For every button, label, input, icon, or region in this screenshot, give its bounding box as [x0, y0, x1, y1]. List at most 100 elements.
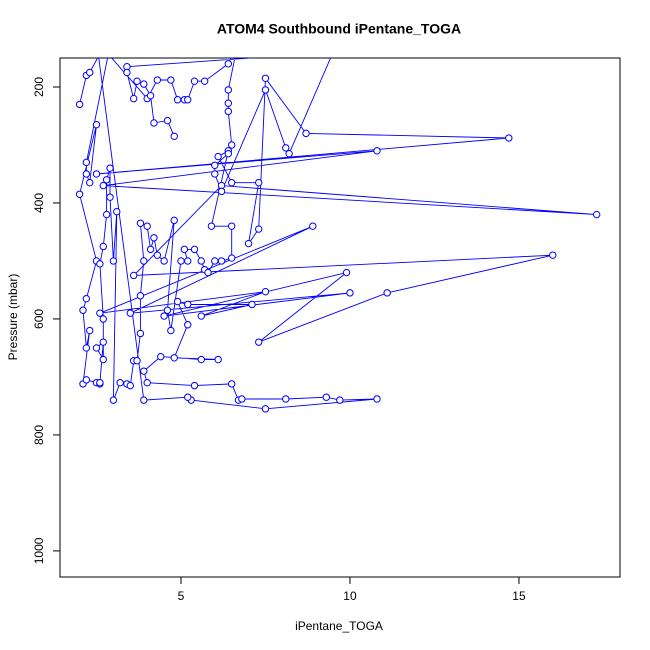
- data-point: [224, 107, 233, 116]
- data-point: [113, 207, 121, 216]
- data-point: [190, 77, 199, 85]
- data-point: [224, 86, 233, 94]
- data-point: [133, 357, 141, 365]
- data-point: [261, 405, 270, 413]
- data-point: [102, 176, 111, 184]
- data-point: [79, 306, 87, 314]
- data-point: [190, 245, 199, 254]
- x-tick-label: 15: [512, 589, 526, 603]
- data-point: [109, 257, 118, 265]
- y-axis-label: Pressure (mbar): [6, 274, 20, 361]
- data-point: [342, 268, 351, 277]
- data-point: [227, 178, 236, 187]
- data-point: [92, 120, 101, 129]
- data-point: [140, 257, 148, 265]
- data-point: [255, 338, 263, 346]
- y-tick-label: 1000: [32, 537, 46, 564]
- data-point: [505, 134, 513, 142]
- data-point: [92, 170, 101, 178]
- data-point: [106, 193, 114, 201]
- data-point: [163, 306, 172, 314]
- data-point: [140, 367, 148, 375]
- data-point: [123, 68, 131, 77]
- data-point: [197, 257, 205, 265]
- x-tick-label: 10: [343, 589, 357, 603]
- data-point: [184, 321, 192, 329]
- data-point: [184, 257, 192, 265]
- data-point: [244, 239, 253, 248]
- data-point: [140, 80, 148, 88]
- data-point: [336, 396, 344, 404]
- data-point: [126, 309, 134, 317]
- data-point: [224, 99, 233, 107]
- data-point: [373, 395, 381, 403]
- data-point: [592, 210, 601, 219]
- data-point: [217, 257, 226, 265]
- data-point: [282, 144, 290, 152]
- data-point: [204, 268, 212, 277]
- plot-frame: [59, 57, 621, 578]
- data-point: [82, 344, 91, 352]
- data-point: [86, 178, 94, 187]
- data-point: [261, 74, 270, 82]
- data-point: [99, 242, 107, 251]
- data-point: [255, 225, 263, 233]
- data-point: [180, 245, 189, 254]
- data-point: [86, 68, 94, 77]
- data-point: [330, 49, 336, 55]
- data-point: [285, 149, 293, 158]
- data-point: [227, 141, 236, 149]
- data-point: [224, 149, 233, 158]
- data-point: [302, 129, 310, 138]
- data-point: [136, 219, 145, 227]
- data-point: [173, 96, 182, 104]
- data-point: [92, 344, 101, 352]
- y-tick-label: 400: [32, 193, 46, 213]
- data-point: [96, 379, 104, 387]
- data-point: [227, 254, 236, 262]
- data-point: [261, 287, 270, 296]
- data-point: [129, 94, 138, 103]
- data-point: [136, 292, 145, 300]
- data-point: [160, 312, 168, 320]
- data-point: [153, 76, 162, 84]
- x-axis-label: iPentane_TOGA: [295, 619, 383, 633]
- data-point: [346, 289, 354, 297]
- data-point: [248, 300, 256, 309]
- data-point: [177, 257, 185, 265]
- x-tick-label: 5: [178, 589, 185, 603]
- data-point: [93, 37, 99, 43]
- data-point: [109, 396, 118, 404]
- data-point: [157, 352, 165, 361]
- y-tick-label: 200: [32, 77, 46, 97]
- data-point: [211, 170, 219, 178]
- data-point: [75, 100, 84, 109]
- data-point: [99, 181, 107, 190]
- data-point: [82, 294, 91, 303]
- y-tick-label: 600: [32, 309, 46, 329]
- data-point: [235, 37, 241, 43]
- data-point: [170, 132, 178, 140]
- data-point: [136, 329, 145, 338]
- data-point: [184, 96, 192, 104]
- data-point: [99, 355, 107, 364]
- data-point: [214, 355, 222, 364]
- plot-area: [75, 37, 601, 413]
- data-point: [549, 251, 557, 259]
- data-point: [167, 76, 175, 84]
- data-point: [160, 257, 168, 265]
- data-point: [170, 216, 178, 225]
- data-point: [211, 257, 219, 265]
- data-point: [102, 210, 111, 219]
- data-point: [211, 161, 219, 169]
- data-point: [143, 379, 151, 387]
- data-point: [150, 234, 158, 242]
- data-point: [82, 376, 91, 384]
- data-point: [163, 116, 172, 125]
- data-point: [227, 222, 236, 230]
- data-point: [153, 251, 162, 259]
- data-point: [140, 396, 148, 404]
- data-point: [227, 380, 236, 388]
- data-point: [129, 271, 138, 280]
